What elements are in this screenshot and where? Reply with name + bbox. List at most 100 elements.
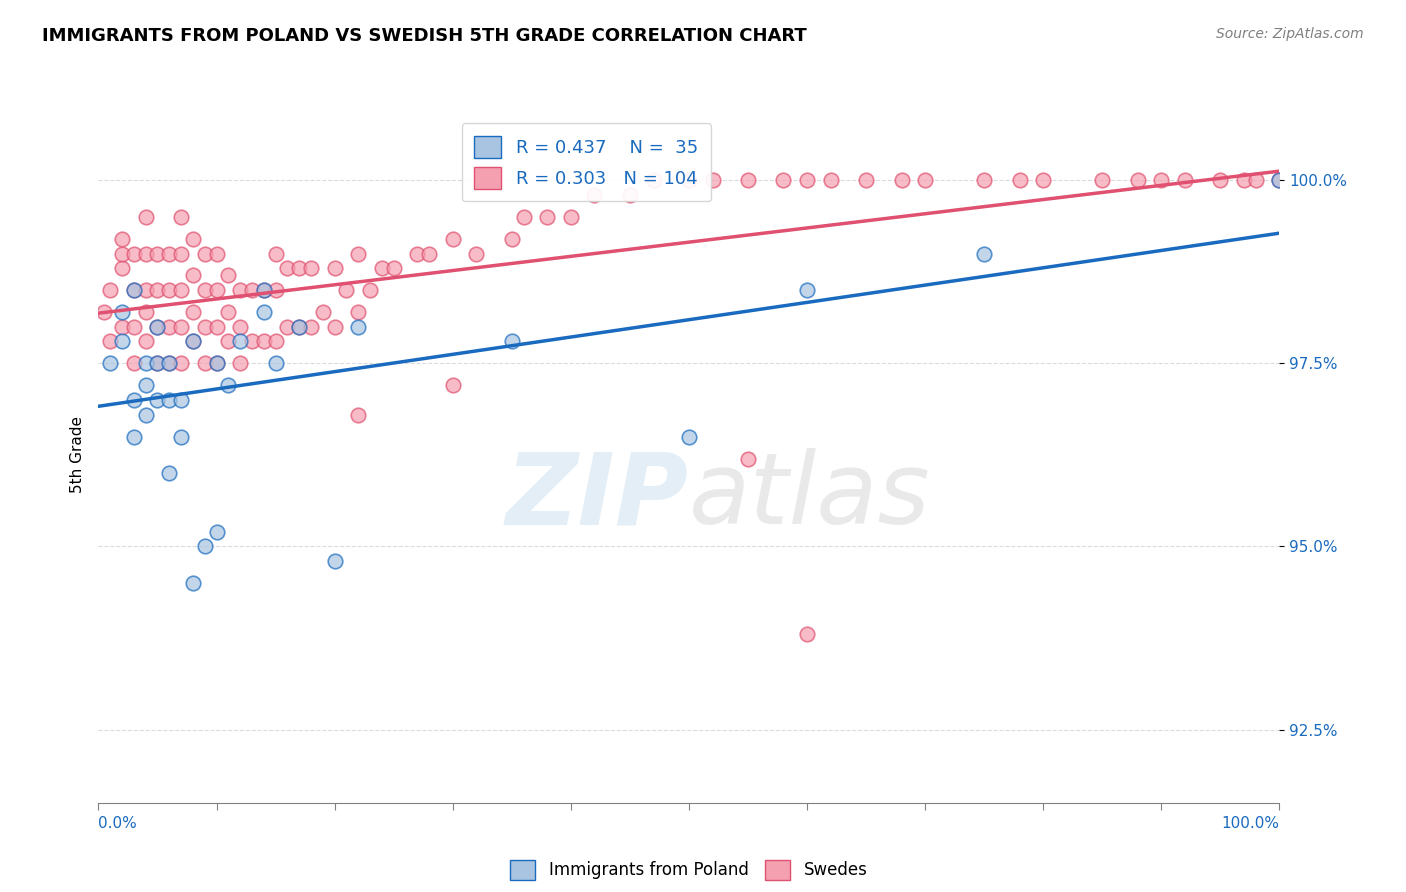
Point — [643, 173, 665, 187]
Point — [299, 319, 322, 334]
Legend: Immigrants from Poland, Swedes: Immigrants from Poland, Swedes — [503, 853, 875, 887]
Point — [205, 356, 228, 370]
Point — [111, 261, 134, 276]
Point — [335, 283, 357, 297]
Point — [465, 246, 488, 260]
Point — [205, 319, 228, 334]
Point — [347, 305, 370, 319]
Point — [702, 173, 724, 187]
Point — [135, 246, 157, 260]
Point — [890, 173, 912, 187]
Point — [772, 173, 794, 187]
Point — [323, 554, 346, 568]
Point — [1126, 173, 1149, 187]
Point — [229, 319, 252, 334]
Point — [135, 210, 157, 224]
Point — [359, 283, 381, 297]
Point — [157, 356, 180, 370]
Point — [253, 283, 276, 297]
Point — [1233, 173, 1256, 187]
Point — [98, 356, 121, 370]
Point — [135, 408, 157, 422]
Point — [737, 173, 759, 187]
Point — [737, 451, 759, 466]
Point — [170, 392, 193, 407]
Point — [264, 356, 287, 370]
Point — [678, 429, 700, 443]
Point — [135, 305, 157, 319]
Point — [347, 408, 370, 422]
Point — [93, 305, 115, 319]
Point — [264, 334, 287, 349]
Point — [1268, 173, 1291, 187]
Point — [229, 283, 252, 297]
Point — [170, 319, 193, 334]
Point — [560, 210, 582, 224]
Point — [146, 246, 169, 260]
Point — [122, 283, 145, 297]
Point — [288, 319, 311, 334]
Point — [299, 261, 322, 276]
Point — [194, 356, 217, 370]
Point — [205, 283, 228, 297]
Point — [619, 188, 641, 202]
Point — [205, 524, 228, 539]
Point — [135, 356, 157, 370]
Point — [1174, 173, 1197, 187]
Point — [181, 334, 204, 349]
Point — [855, 173, 877, 187]
Point — [157, 283, 180, 297]
Point — [146, 319, 169, 334]
Point — [98, 334, 121, 349]
Point — [276, 319, 298, 334]
Point — [441, 232, 464, 246]
Point — [146, 283, 169, 297]
Point — [194, 319, 217, 334]
Point — [323, 319, 346, 334]
Point — [347, 319, 370, 334]
Point — [111, 334, 134, 349]
Point — [288, 319, 311, 334]
Point — [217, 268, 239, 283]
Point — [217, 305, 239, 319]
Point — [135, 283, 157, 297]
Point — [157, 392, 180, 407]
Point — [276, 261, 298, 276]
Point — [135, 334, 157, 349]
Point — [181, 232, 204, 246]
Point — [583, 188, 606, 202]
Point — [170, 210, 193, 224]
Point — [111, 246, 134, 260]
Text: ZIP: ZIP — [506, 448, 689, 545]
Point — [205, 356, 228, 370]
Text: Source: ZipAtlas.com: Source: ZipAtlas.com — [1216, 27, 1364, 41]
Point — [194, 283, 217, 297]
Point — [194, 540, 217, 554]
Point — [1032, 173, 1054, 187]
Point — [501, 232, 523, 246]
Point — [264, 246, 287, 260]
Point — [323, 261, 346, 276]
Point — [406, 246, 429, 260]
Point — [146, 356, 169, 370]
Point — [441, 378, 464, 392]
Point — [122, 246, 145, 260]
Point — [122, 356, 145, 370]
Point — [122, 392, 145, 407]
Point — [796, 627, 818, 641]
Point — [820, 173, 842, 187]
Point — [1268, 173, 1291, 187]
Point — [253, 283, 276, 297]
Point — [1244, 173, 1267, 187]
Point — [973, 173, 995, 187]
Text: IMMIGRANTS FROM POLAND VS SWEDISH 5TH GRADE CORRELATION CHART: IMMIGRANTS FROM POLAND VS SWEDISH 5TH GR… — [42, 27, 807, 45]
Point — [170, 356, 193, 370]
Point — [796, 283, 818, 297]
Point — [98, 283, 121, 297]
Point — [382, 261, 405, 276]
Text: 0.0%: 0.0% — [98, 816, 138, 831]
Point — [1008, 173, 1031, 187]
Point — [146, 319, 169, 334]
Point — [264, 283, 287, 297]
Point — [157, 246, 180, 260]
